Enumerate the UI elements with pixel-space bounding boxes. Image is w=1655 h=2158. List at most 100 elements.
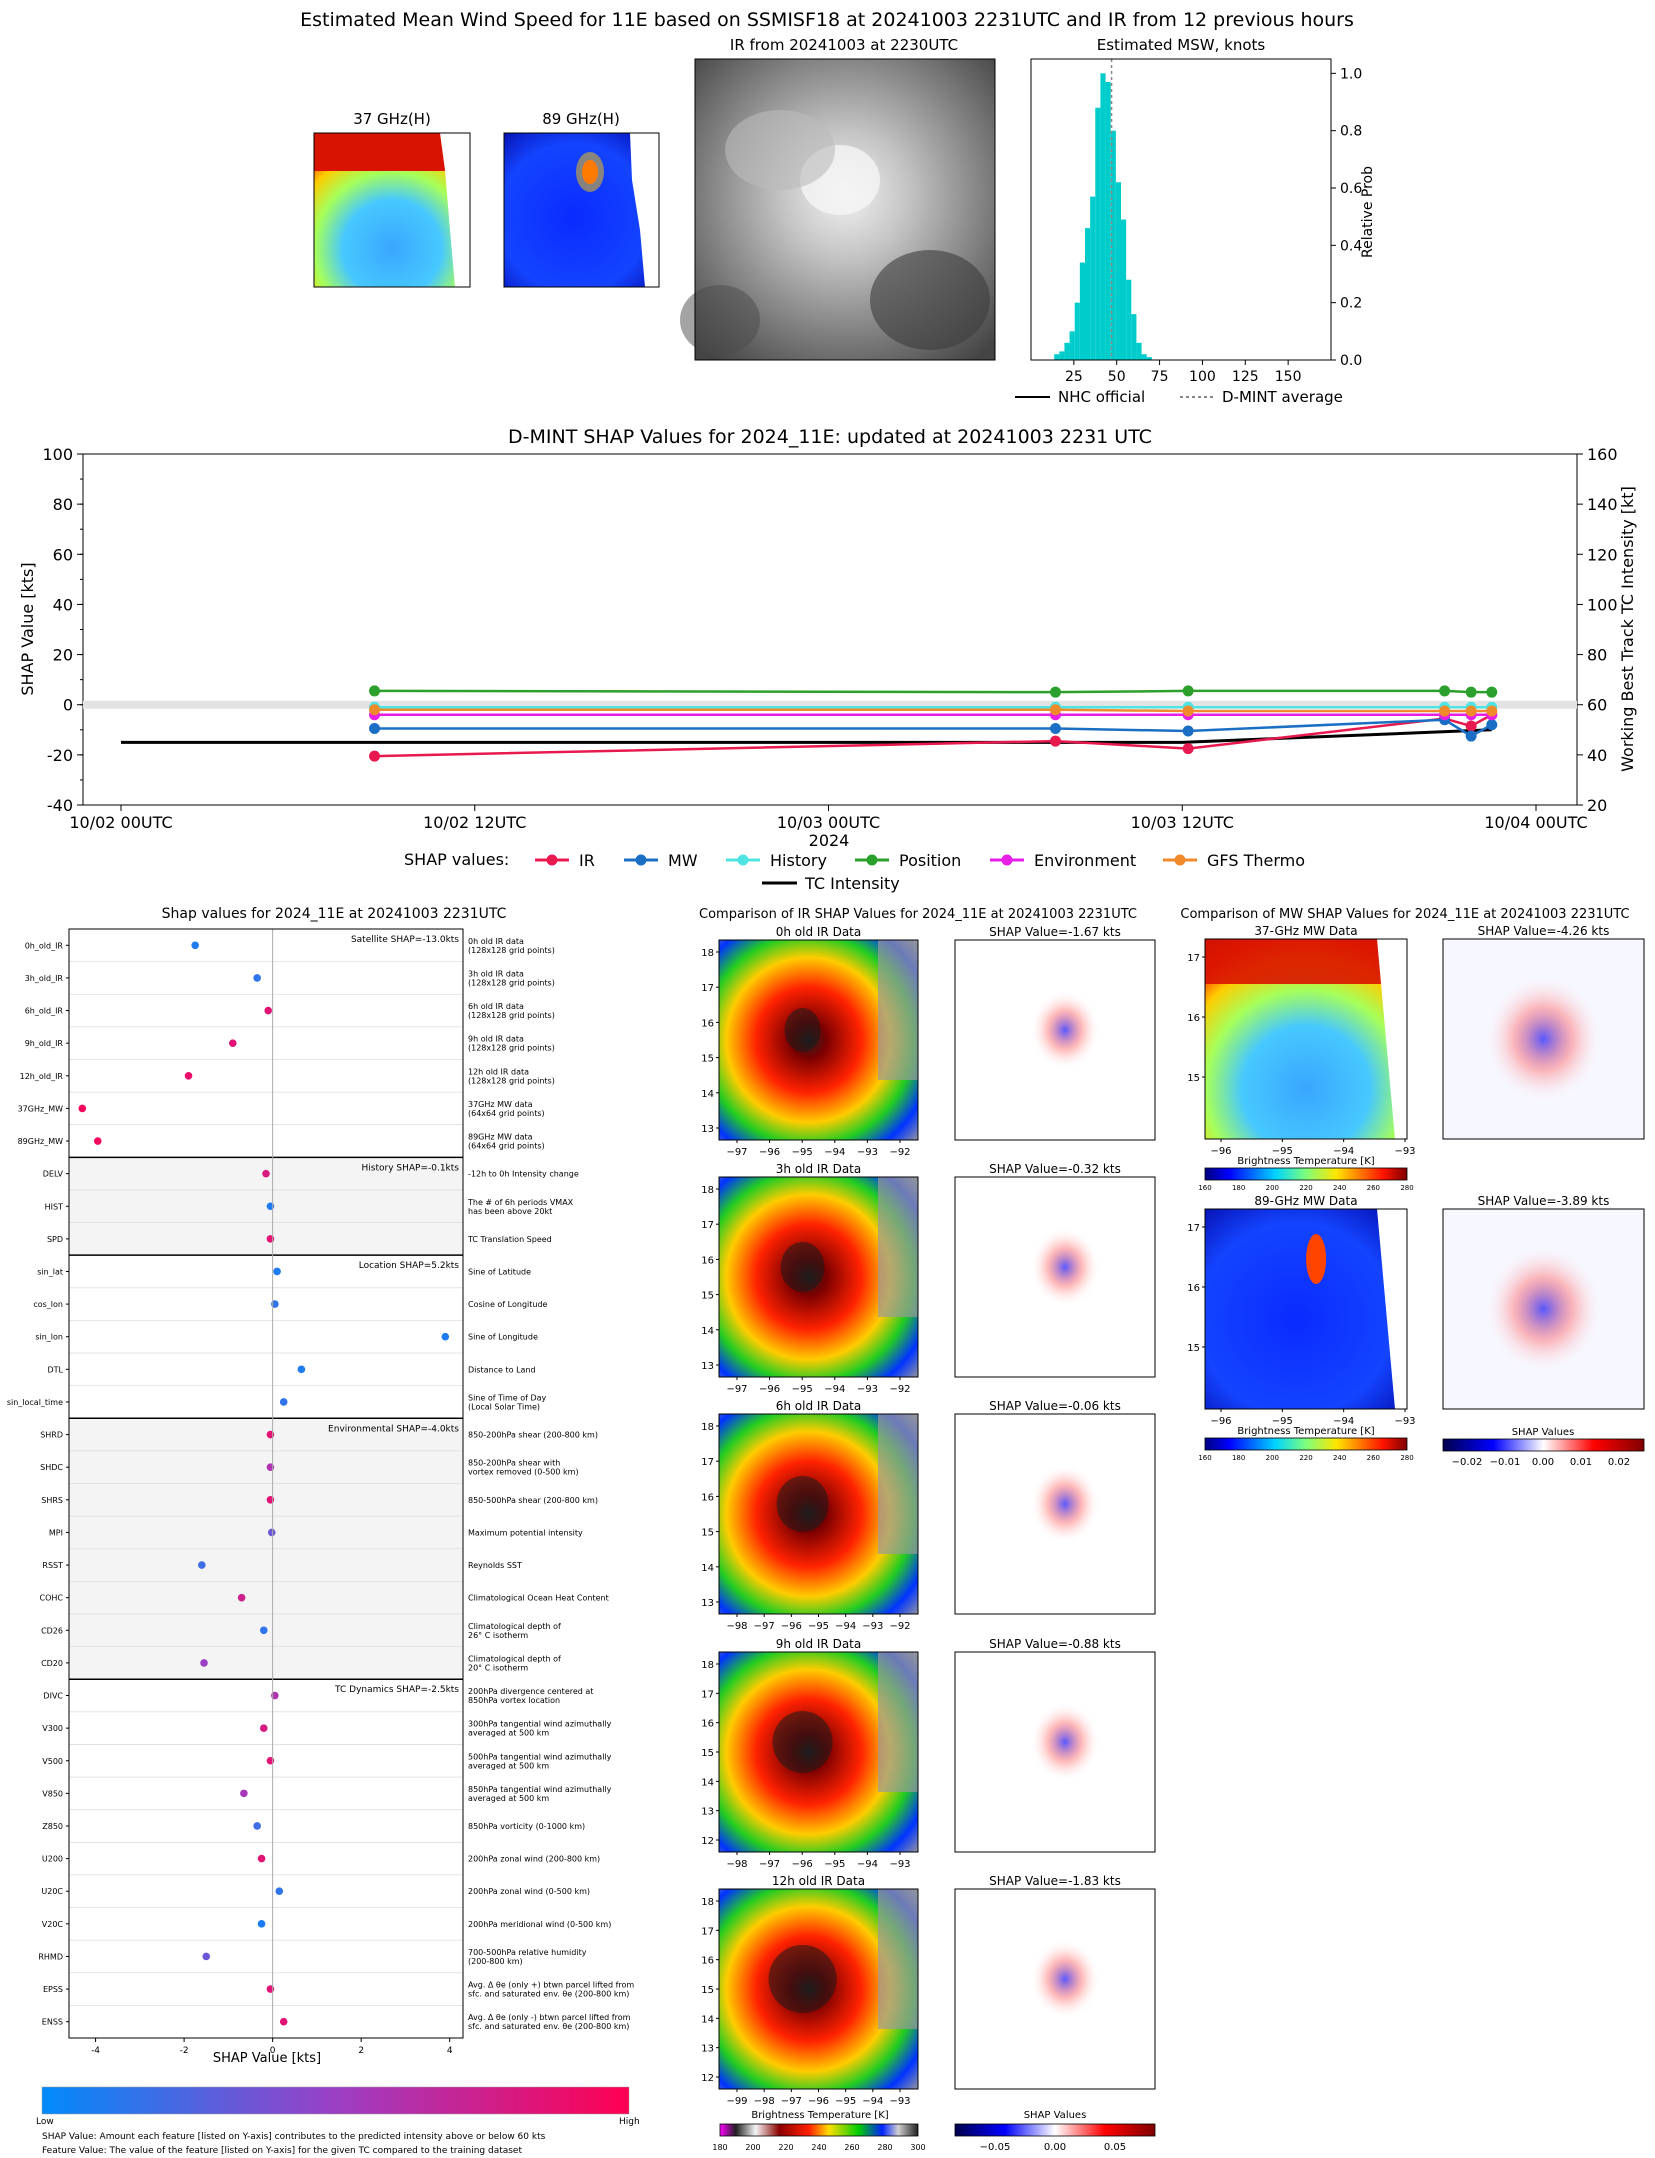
ir-lat-label: 13 [701,2044,714,2055]
feature-name: SPD [47,1235,63,1244]
ir-bt-tick-label: 180 [712,2143,727,2152]
shap-ts-legend-title: SHAP values: [404,850,509,869]
ir-panel-title: 6h old IR Data [776,1399,862,1413]
feature-name: CD26 [41,1626,63,1635]
mw-shap-colorbar [1442,1438,1645,1452]
mw-bt-colorbar [1204,1437,1408,1451]
series-point [1049,704,1061,716]
feature-desc: Distance to Land [468,1365,536,1374]
top-legend: NHC official D-MINT average [1015,388,1343,406]
mw-lon-label: −96 [1210,1416,1231,1427]
ir-lat-label: 17 [701,983,714,994]
legend-label: Position [899,851,961,870]
ts-ytick-label: 100 [42,445,73,464]
ir-bt-tick-label: 280 [877,2143,892,2152]
hist-bar [1079,262,1085,360]
shap-ts-legend: IR MW History Position Environment GFS Thermo [535,851,1305,870]
legend-marker [546,854,558,866]
ir-lat-label: 14 [701,1777,714,1788]
hist-frame [1030,58,1332,361]
mw-shap-field [1483,1244,1604,1374]
mw-bt-tick-label: 240 [1333,1454,1346,1462]
hist-bar [1100,73,1106,360]
group-label: Satellite SHAP=-13.0kts [351,935,459,945]
mw-lon-label: −94 [1333,1416,1354,1427]
ir-lat-label: 14 [701,1326,714,1337]
group-label: History SHAP=-0.1kts [362,1163,460,1173]
hist-bar [1136,342,1142,360]
feature-desc: 850hPa tangential wind azimuthally [468,1785,612,1794]
series-point [1439,685,1451,697]
ir-panel-title: 12h old IR Data [772,1874,865,1888]
hist-xtick-label: 125 [1232,369,1259,385]
feature-name: MPI [49,1528,63,1537]
ir-lon-label: −96 [759,1384,780,1395]
feature-point [267,1528,276,1537]
feature-name: 12h_old_IR [20,1072,64,1081]
hist-bar [1115,182,1121,360]
hist-bar [1146,357,1152,360]
hist-bar [1121,219,1127,360]
hist-title: Estimated MSW, knots [1097,36,1266,54]
ir-lat-label: 12 [701,2073,714,2084]
feature-name: cos_lon [33,1300,63,1309]
ir-lat-label: 18 [701,1185,714,1196]
ts-ytick-right-label: 80 [1587,646,1607,665]
mw-shap-tick-label: 0.02 [1608,1457,1630,1468]
ir-lat-label: 14 [701,1563,714,1574]
ir-lon-label: −97 [726,1384,747,1395]
feature-desc: (128x128 grid points) [468,978,555,987]
ir-lat-label: 18 [701,1897,714,1908]
ts-xtick-label: 10/04 00UTC [1484,813,1587,832]
feature-desc: TC Translation Speed [467,1235,552,1244]
mw-compare-title: Comparison of MW SHAP Values for 2024_11… [1180,907,1629,922]
series-point [1486,719,1498,731]
feature-name: COHC [40,1594,64,1603]
mw-lat-label: 17 [1187,1223,1200,1234]
shap-feature-title: Shap values for 2024_11E at 20241003 223… [162,906,507,922]
mw-bt-tick-label: 200 [1266,1184,1279,1192]
feature-desc: The # of 6h periods VMAX [467,1198,574,1207]
shap-timeseries: -40 -20 0 20 40 60 80 100 20 40 60 80 100 120 140 160 10… [42,445,1617,832]
mw-shap-field [1483,974,1604,1104]
mw-bt-colorbar [1204,1167,1408,1181]
nhc-legend-label: NHC official [1058,388,1145,406]
feature-desc: sfc. and saturated env. θe (200-800 km) [468,2022,629,2031]
ts-xtick-label: 10/03 00UTC [777,813,880,832]
ir-bt-tick-label: 220 [778,2143,793,2152]
feature-xtick-label: -4 [91,2046,100,2056]
ir-image-frame [718,939,919,1141]
ir-top-title: IR from 20241003 at 2230UTC [730,36,958,54]
feature-desc: 3h old IR data [468,969,524,978]
feature-point [257,1920,266,1928]
feature-desc: Climatological depth of [468,1622,561,1631]
series-point [1465,705,1477,717]
ir-lat-label: 18 [701,1660,714,1671]
feature-name: 37GHz_MW [18,1104,63,1113]
ir-shap-cbar-label: SHAP Values [1024,2110,1087,2121]
feature-desc: Maximum potential intensity [468,1528,583,1537]
feature-frame [68,928,464,2039]
series-point [1465,730,1477,742]
feature-desc: Sine of Longitude [468,1333,538,1342]
feature-name: Z850 [42,1822,63,1831]
ir-lat-label: 13 [701,1124,714,1135]
mw-shap-tick-label: −0.01 [1490,1457,1521,1468]
ir-lat-label: 15 [701,1748,714,1759]
ir-lat-label: 16 [701,1719,714,1730]
mw-lat-label: 15 [1187,1073,1200,1084]
feature-desc: (64x64 grid points) [468,1142,545,1151]
feature-xtick-label: 0 [270,2046,276,2056]
feature-desc: 700-500hPa relative humidity [468,1948,587,1957]
mw-bt-tick-label: 200 [1266,1454,1279,1462]
feature-name: V300 [42,1724,63,1733]
feature-desc: 0h old IR data [468,937,524,946]
ir-lat-label: 13 [701,1807,714,1818]
ir-image-clear-sky [878,1889,918,2029]
top-title: Estimated Mean Wind Speed for 11E based … [300,9,1354,31]
ir-image-clear-sky [878,1177,918,1317]
ir-lon-label: −95 [792,1147,813,1158]
ir-lat-label: 14 [701,2014,714,2025]
feature-desc: Climatological depth of [468,1654,561,1663]
